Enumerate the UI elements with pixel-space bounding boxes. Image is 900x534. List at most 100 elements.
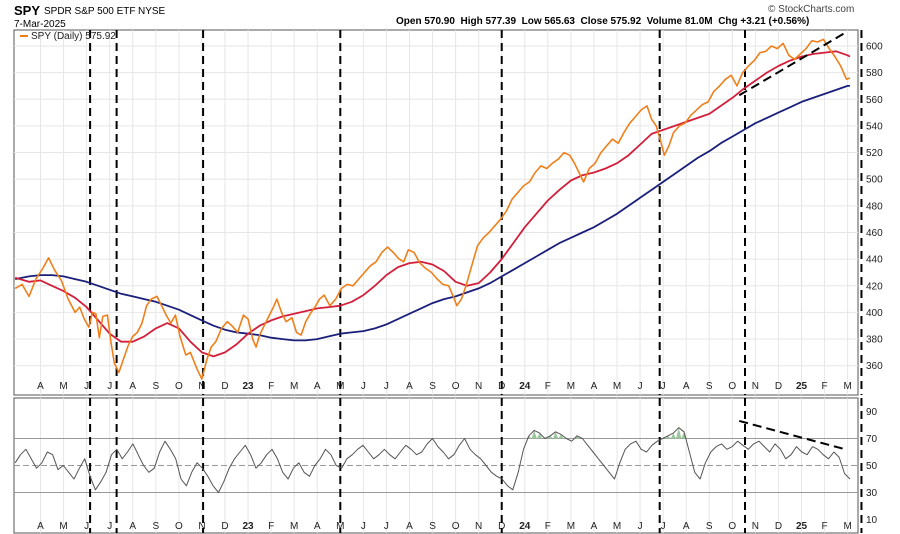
price-x-tick-label: N [752,381,759,392]
rsi-y-tick-label: 30 [866,488,878,499]
watermark: © StockCharts.com [768,4,854,15]
price-x-tick-label: S [429,381,436,392]
rsi-x-tick-label: J [661,521,666,532]
rsi-x-tick-label: M [567,521,575,532]
price-x-tick-label: A [129,381,136,392]
price-x-tick-label: M [613,381,621,392]
price-x-tick-label: A [37,381,44,392]
price-x-tick-label: M [59,381,67,392]
price-x-tick-label: S [152,381,159,392]
rsi-x-tick-label: J [361,521,366,532]
price-x-tick-label: J [361,381,366,392]
rsi-x-tick-label: D [775,521,782,532]
price-y-tick-label: 420 [866,281,883,292]
price-x-tick-label: A [314,381,321,392]
price-x-tick-label: D [775,381,782,392]
rsi-overbought-fill [547,435,553,439]
series-line-ma50 [14,50,851,358]
rsi-x-tick-label: A [683,521,690,532]
price-x-tick-label: 23 [242,381,254,392]
price-y-tick-label: 400 [866,308,883,319]
price-x-tick-label: M [843,381,851,392]
rsi-y-tick-label: 90 [866,407,878,418]
price-x-tick-label: O [728,381,736,392]
rsi-x-tick-label: J [107,521,112,532]
rsi-overbought-fill [536,433,543,439]
price-y-tick-label: 440 [866,255,883,266]
price-x-tick-label: D [221,381,228,392]
rsi-y-tick-label: 50 [866,461,878,472]
rsi-x-tick-label: 24 [519,521,531,532]
price-x-tick-label: F [268,381,274,392]
price-series-group [14,31,851,380]
rsi-x-tick-label: S [152,521,159,532]
price-y-tick-label: 520 [866,148,883,159]
rsi-x-tick-label: N [475,521,482,532]
rsi-vertical-markers [89,398,863,533]
rsi-series-group [14,419,851,493]
rsi-x-tick-label: A [37,521,44,532]
price-y-tick-label: 360 [866,361,883,372]
rsi-x-axis: A M J J A S O N D 23 F M A M J J A S O N D 24 F M A M J J A S O N D 25 F M [37,521,852,532]
price-x-tick-label: N [475,381,482,392]
price-x-tick-label: 25 [796,381,808,392]
rsi-x-tick-label: M [336,521,344,532]
rsi-x-tick-label: M [613,521,621,532]
price-x-tick-label: M [567,381,575,392]
rsi-y-tick-label: 70 [866,434,878,445]
series-line-ma200 [15,85,850,342]
price-x-tick-label: J [84,381,89,392]
price-x-tick-label: N [198,381,205,392]
rsi-x-tick-label: N [752,521,759,532]
price-y-tick-label: 560 [866,95,883,106]
series-line-price [14,38,851,380]
rsi-overbought-fill [531,430,537,439]
price-x-tick-label: J [384,381,389,392]
rsi-x-tick-label: D [498,521,505,532]
rsi-overbought-fill [552,431,559,439]
rsi-y-tick-label: 10 [866,515,878,526]
price-x-tick-label: M [290,381,298,392]
rsi-overbought-fill [665,435,671,439]
rsi-y-axis: 10 30 50 70 90 [866,407,878,526]
rsi-x-tick-label: O [728,521,736,532]
price-y-tick-label: 580 [866,68,883,79]
price-x-tick-label: F [545,381,551,392]
rsi-x-tick-label: J [84,521,89,532]
rsi-x-tick-label: A [591,521,598,532]
legend-label: SPY (Daily) 575.92 [31,31,116,42]
rsi-x-tick-label: A [314,521,321,532]
price-panel [13,29,859,396]
price-x-tick-label: 24 [519,381,531,392]
price-y-tick-label: 540 [866,121,883,132]
rsi-x-tick-label: M [59,521,67,532]
rsi-x-tick-label: F [268,521,274,532]
rsi-x-tick-label: J [384,521,389,532]
price-x-tick-label: S [706,381,713,392]
price-x-tick-label: A [406,381,413,392]
rsi-overbought-fill [676,427,682,439]
rsi-x-tick-label: A [406,521,413,532]
rsi-x-tick-label: D [221,521,228,532]
price-y-axis: 360 380 400 420 440 460 480 500 520 540 560 580 600 [866,41,883,372]
rsi-overbought-fill [670,433,677,439]
rsi-x-tick-label: 23 [242,521,254,532]
price-y-tick-label: 500 [866,175,883,186]
exchange-label: NYSE [138,6,166,17]
price-y-tick-label: 600 [866,41,883,52]
rsi-line [14,427,851,493]
rsi-x-tick-label: S [429,521,436,532]
rsi-x-tick-label: J [638,521,643,532]
rsi-x-tick-label: S [706,521,713,532]
rsi-x-tick-label: M [290,521,298,532]
ticker-symbol: SPY [14,3,40,18]
price-x-tick-label: J [661,381,666,392]
price-x-tick-label: O [175,381,183,392]
price-x-tick-label: A [591,381,598,392]
quote-summary: Open 570.90 High 577.39 Low 565.63 Close… [396,16,809,27]
rsi-x-tick-label: O [452,521,460,532]
rsi-x-tick-label: M [843,521,851,532]
price-y-tick-label: 380 [866,335,883,346]
rsi-x-tick-label: A [129,521,136,532]
